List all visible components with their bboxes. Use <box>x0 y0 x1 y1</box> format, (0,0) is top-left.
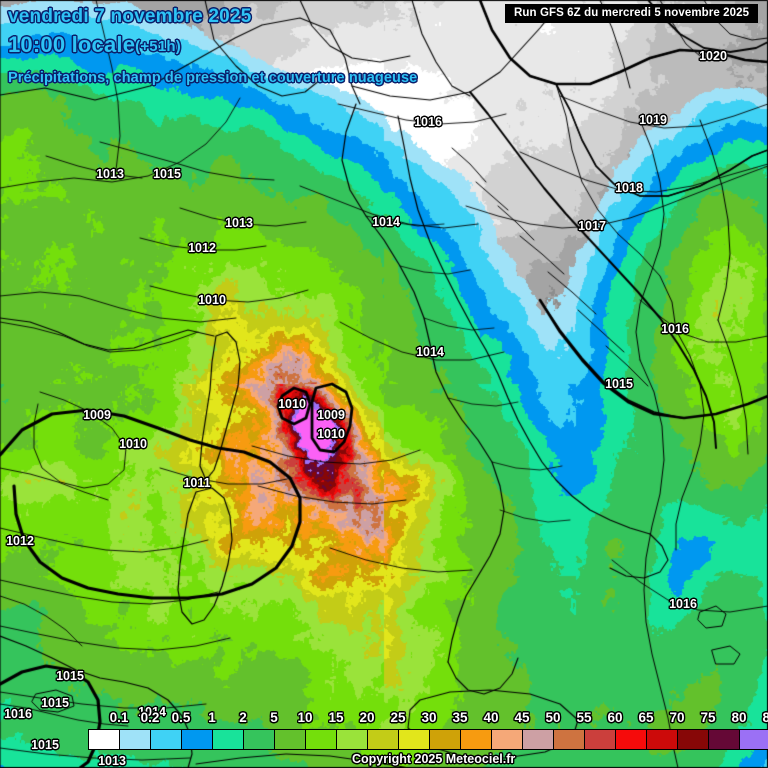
color-scale-swatch <box>430 730 461 749</box>
forecast-time-label: 10:00 locale <box>8 32 136 57</box>
forecast-time-row: 10:00 locale(+51h) <box>8 32 181 58</box>
color-scale-swatch <box>244 730 275 749</box>
color-scale-swatch <box>678 730 709 749</box>
precipitation-color-scale[interactable] <box>88 729 768 750</box>
copyright-label: Copyright 2025 Meteociel.fr <box>352 752 516 766</box>
forecast-lead-time-label: (+51h) <box>135 38 181 55</box>
color-scale-swatch <box>306 730 337 749</box>
color-scale-swatch <box>492 730 523 749</box>
color-scale-swatch <box>740 730 768 749</box>
color-scale-swatch <box>151 730 182 749</box>
color-scale-swatch <box>554 730 585 749</box>
color-scale-swatch <box>647 730 678 749</box>
forecast-parameters-label: Précipitations, champ de pression et cou… <box>8 70 418 86</box>
color-scale-swatch <box>120 730 151 749</box>
color-scale-swatch <box>523 730 554 749</box>
color-scale-swatch <box>368 730 399 749</box>
color-scale-swatch <box>616 730 647 749</box>
color-scale-swatch <box>399 730 430 749</box>
model-run-banner: Run GFS 6Z du mercredi 5 novembre 2025 <box>505 4 759 23</box>
color-scale-swatch <box>275 730 306 749</box>
forecast-date-label: vendredi 7 novembre 2025 <box>8 6 252 27</box>
color-scale-swatch <box>461 730 492 749</box>
color-scale-swatch <box>585 730 616 749</box>
color-scale-swatch <box>709 730 740 749</box>
color-scale-swatch <box>182 730 213 749</box>
color-scale-swatch <box>337 730 368 749</box>
color-scale-swatch <box>89 730 120 749</box>
color-scale-swatch <box>213 730 244 749</box>
